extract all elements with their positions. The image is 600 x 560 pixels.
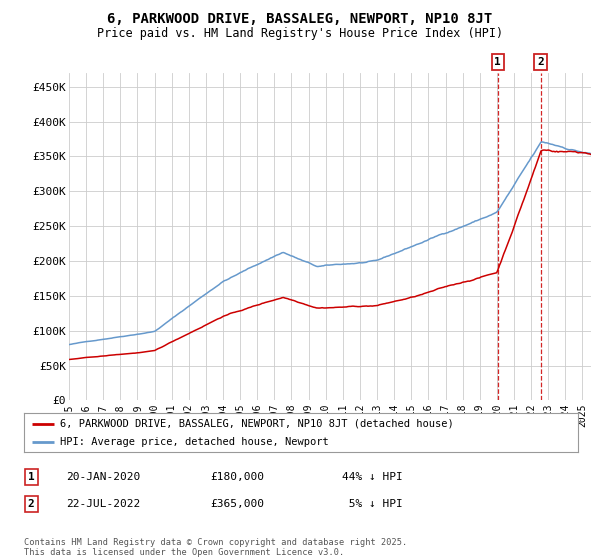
- Text: £365,000: £365,000: [210, 499, 264, 509]
- Text: 2: 2: [28, 499, 35, 509]
- Text: 44% ↓ HPI: 44% ↓ HPI: [342, 472, 403, 482]
- Text: 20-JAN-2020: 20-JAN-2020: [66, 472, 140, 482]
- Text: 6, PARKWOOD DRIVE, BASSALEG, NEWPORT, NP10 8JT (detached house): 6, PARKWOOD DRIVE, BASSALEG, NEWPORT, NP…: [60, 419, 454, 429]
- Text: 22-JUL-2022: 22-JUL-2022: [66, 499, 140, 509]
- Text: 1: 1: [28, 472, 35, 482]
- Text: HPI: Average price, detached house, Newport: HPI: Average price, detached house, Newp…: [60, 437, 329, 447]
- Text: Price paid vs. HM Land Registry's House Price Index (HPI): Price paid vs. HM Land Registry's House …: [97, 27, 503, 40]
- Text: 5% ↓ HPI: 5% ↓ HPI: [342, 499, 403, 509]
- Text: Contains HM Land Registry data © Crown copyright and database right 2025.
This d: Contains HM Land Registry data © Crown c…: [24, 538, 407, 557]
- Text: 1: 1: [494, 57, 501, 67]
- Text: 6, PARKWOOD DRIVE, BASSALEG, NEWPORT, NP10 8JT: 6, PARKWOOD DRIVE, BASSALEG, NEWPORT, NP…: [107, 12, 493, 26]
- Text: 2: 2: [537, 57, 544, 67]
- Text: £180,000: £180,000: [210, 472, 264, 482]
